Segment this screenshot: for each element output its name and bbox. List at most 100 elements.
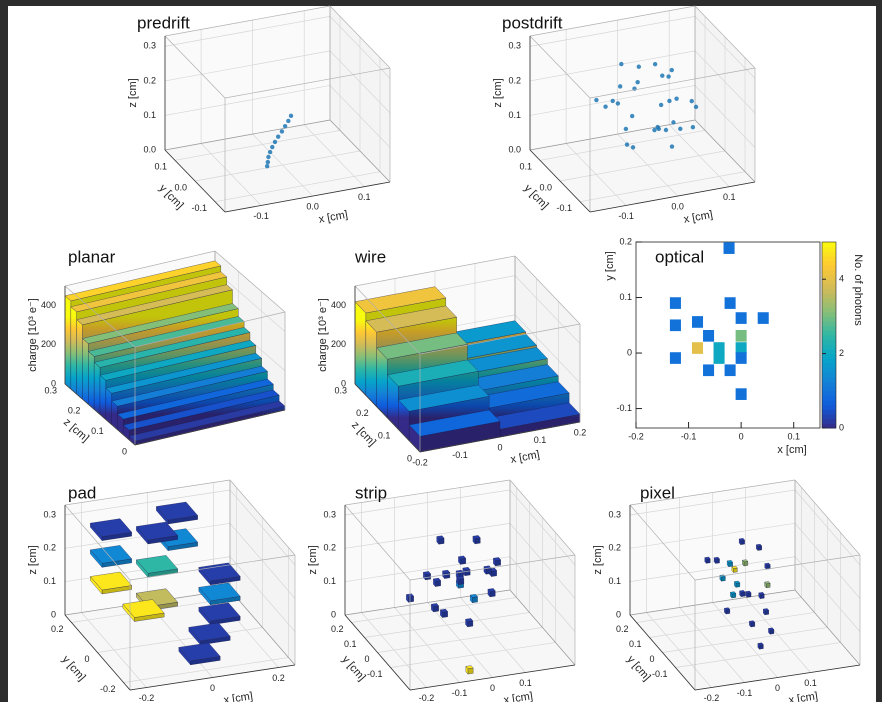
cell	[670, 319, 681, 331]
colorbar-step	[822, 316, 836, 321]
panel-title: wire	[354, 247, 386, 266]
bar	[727, 560, 733, 566]
bar-face	[83, 338, 89, 404]
panel: 00.10.20.3-0.2-0.100.1-0.100.10.2x [cm]y…	[592, 480, 860, 702]
point	[674, 96, 678, 100]
bar-face	[442, 611, 447, 617]
x-tick-label: -0.1	[253, 211, 269, 221]
bar	[734, 581, 740, 587]
bar-face	[758, 546, 762, 551]
point	[594, 98, 598, 102]
colorbar-tick-label: 0	[839, 422, 844, 432]
z-tick-label: 0.1	[143, 110, 156, 120]
y-tick-label: 0.2	[51, 624, 64, 634]
bar-face	[65, 296, 71, 389]
bar	[484, 566, 491, 575]
colorbar-step	[822, 391, 836, 396]
point	[666, 74, 670, 78]
point	[631, 145, 635, 149]
y-tick-label: 0.2	[331, 624, 344, 634]
colorbar-step	[822, 405, 836, 410]
point	[652, 128, 656, 132]
y-tick-label: 0.2	[68, 406, 81, 416]
z-tick-label: 0.0	[508, 144, 521, 154]
x-tick-label: -0.2	[139, 693, 155, 702]
point	[630, 114, 634, 118]
x-tick-label: 0.0	[671, 201, 684, 211]
bar-face	[472, 597, 477, 603]
z-tick-label: 0	[331, 609, 336, 619]
bar	[768, 628, 774, 634]
x-tick-label: -0.2	[419, 693, 435, 702]
cell	[736, 342, 747, 354]
x-tick-label: 0	[775, 683, 780, 693]
point	[678, 127, 682, 131]
point	[635, 80, 639, 84]
x-tick-label: 0.1	[804, 678, 817, 688]
bar	[765, 581, 771, 587]
bar	[433, 578, 440, 587]
point	[657, 127, 661, 131]
point	[659, 103, 663, 107]
point	[619, 62, 623, 66]
y-tick-label: 0.1	[629, 639, 642, 649]
x-tick-label: 0	[490, 683, 495, 693]
y-tick-label: -0.1	[556, 203, 572, 213]
colorbar-step	[822, 344, 836, 349]
colorbar-step	[822, 363, 836, 368]
point	[618, 84, 622, 88]
bar-face	[468, 621, 473, 627]
x-tick-label: -0.1	[618, 211, 634, 221]
bar-face	[751, 622, 755, 627]
point	[694, 105, 698, 109]
bar	[724, 608, 730, 614]
bar	[763, 608, 769, 614]
bar-face	[721, 577, 725, 582]
x-tick-label: 0	[497, 442, 502, 452]
bar-face	[465, 570, 470, 576]
y-tick-label: -0.2	[100, 684, 116, 694]
colorbar-step	[822, 386, 836, 391]
z-tick-label: 0.1	[508, 110, 521, 120]
bar-face	[736, 583, 740, 588]
bar	[493, 557, 500, 566]
point	[671, 120, 675, 124]
point	[660, 73, 664, 77]
z-tick-label: 0.3	[323, 509, 336, 519]
y-tick-label: 0.1	[619, 292, 632, 302]
bar	[749, 621, 755, 627]
colorbar-step	[822, 326, 836, 331]
y-tick-label: 0.1	[344, 639, 357, 649]
cell	[736, 312, 747, 324]
y-tick-label: 0.1	[519, 162, 532, 172]
z-tick-label: 0	[51, 609, 56, 619]
bar-face	[486, 568, 491, 574]
z-tick-label: 400	[41, 300, 56, 310]
bar-face	[741, 592, 745, 597]
bar-face	[445, 572, 450, 578]
bar	[739, 538, 745, 544]
x-tick-label: -0.1	[681, 431, 697, 441]
point	[637, 65, 641, 69]
y-axis-label: y [cm]	[604, 251, 616, 280]
bar	[457, 576, 464, 585]
cell	[714, 352, 725, 364]
colorbar-tick-label: 2	[839, 348, 844, 358]
z-tick-label: 200	[41, 339, 56, 349]
bar-face	[355, 302, 366, 396]
cell	[703, 364, 714, 376]
y-tick-label: -0.1	[367, 669, 383, 679]
bar-face	[366, 321, 377, 407]
bar-face	[491, 570, 496, 576]
panel: 00.10.20.3-0.2-0.100.1-0.100.10.2x [cm]y…	[307, 480, 575, 702]
point	[690, 99, 694, 103]
point	[667, 99, 671, 103]
z-tick-label: 0.2	[143, 75, 156, 85]
bar	[473, 535, 480, 544]
colorbar-step	[822, 251, 836, 256]
bar-face	[433, 606, 438, 612]
y-tick-label: 0	[407, 453, 412, 463]
point	[670, 144, 674, 148]
bar	[466, 618, 473, 627]
z-tick-label: 0.2	[43, 543, 56, 553]
